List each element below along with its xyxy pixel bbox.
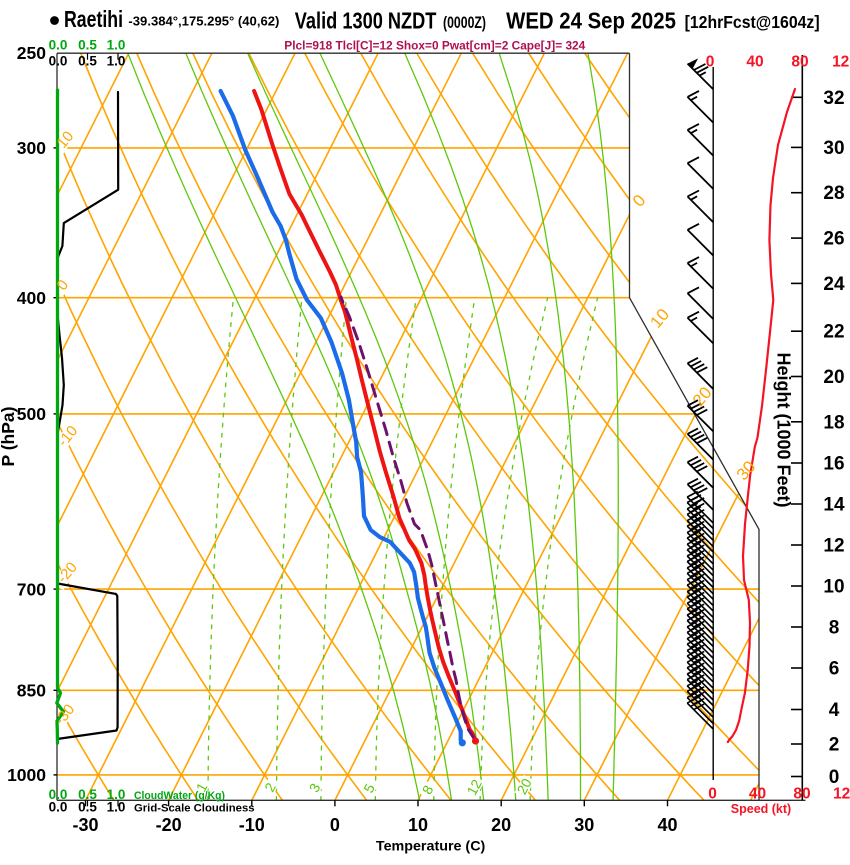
svg-text:32: 32	[823, 88, 844, 109]
svg-text:6: 6	[829, 659, 840, 680]
svg-text:0: 0	[708, 786, 717, 803]
svg-text:28: 28	[823, 183, 844, 204]
svg-text:30: 30	[574, 815, 594, 835]
svg-text:40: 40	[657, 815, 677, 835]
svg-text:-39.384°,175.295° (40,62): -39.384°,175.295° (40,62)	[128, 14, 279, 29]
svg-text:8: 8	[829, 618, 840, 639]
svg-text:0.5: 0.5	[78, 38, 97, 53]
svg-text:300: 300	[17, 138, 46, 158]
svg-text:80: 80	[791, 54, 808, 71]
svg-text:1000: 1000	[7, 765, 46, 785]
svg-text:Valid 1300 NZDT: Valid 1300 NZDT	[295, 8, 437, 34]
svg-text:30: 30	[823, 138, 844, 159]
svg-text:-20: -20	[156, 815, 182, 835]
svg-text:0.0: 0.0	[49, 38, 68, 53]
svg-text:WED 24 Sep 2025: WED 24 Sep 2025	[506, 8, 676, 34]
svg-text:Height (1000 Feet): Height (1000 Feet)	[774, 352, 794, 507]
svg-text:(0000Z): (0000Z)	[443, 13, 486, 32]
svg-text:Temperature (C): Temperature (C)	[376, 838, 485, 854]
svg-text:10: 10	[823, 577, 844, 598]
svg-text:400: 400	[17, 288, 46, 308]
svg-text:P (hPa): P (hPa)	[0, 407, 18, 467]
svg-text:-10: -10	[239, 815, 265, 835]
svg-text:80: 80	[793, 786, 810, 803]
svg-text:250: 250	[17, 43, 46, 63]
svg-text:40: 40	[749, 786, 766, 803]
svg-text:Grid-Scale Cloudiness: Grid-Scale Cloudiness	[134, 803, 255, 815]
svg-text:16: 16	[823, 454, 844, 475]
svg-text:18: 18	[823, 412, 844, 433]
svg-text:120: 120	[832, 54, 850, 71]
svg-text:0.0: 0.0	[49, 54, 68, 69]
svg-text:-30: -30	[72, 815, 98, 835]
svg-text:500: 500	[17, 404, 46, 424]
svg-text:120: 120	[833, 786, 850, 803]
svg-text:850: 850	[17, 681, 46, 701]
svg-text:14: 14	[823, 495, 845, 516]
svg-text:700: 700	[17, 579, 46, 599]
svg-text:0.5: 0.5	[78, 54, 97, 69]
svg-text:CloudWater (g/Kg): CloudWater (g/Kg)	[134, 790, 225, 802]
svg-text:26: 26	[823, 229, 844, 250]
svg-text:4: 4	[829, 700, 840, 721]
svg-text:24: 24	[823, 274, 845, 295]
svg-text:[12hrFcst@1604z]: [12hrFcst@1604z]	[685, 12, 820, 32]
svg-text:0: 0	[330, 815, 340, 835]
svg-text:1.0: 1.0	[107, 54, 126, 69]
svg-text:0.0: 0.0	[49, 800, 68, 815]
svg-text:20: 20	[823, 367, 844, 388]
svg-text:Raetihi: Raetihi	[64, 6, 123, 32]
svg-text:22: 22	[823, 322, 844, 343]
svg-text:Speed (kt): Speed (kt)	[731, 802, 791, 816]
svg-text:40: 40	[746, 54, 763, 71]
svg-text:1.0: 1.0	[107, 800, 126, 815]
svg-text:0: 0	[706, 54, 715, 71]
svg-text:0.5: 0.5	[78, 800, 97, 815]
svg-text:1.0: 1.0	[107, 38, 126, 53]
svg-text:12: 12	[823, 536, 844, 557]
svg-text:2: 2	[829, 735, 840, 756]
svg-text:10: 10	[408, 815, 428, 835]
svg-text:Plcl=918 Tlcl[C]=12 Shox=0 Pwa: Plcl=918 Tlcl[C]=12 Shox=0 Pwat[cm]=2 Ca…	[284, 39, 585, 53]
svg-text:20: 20	[491, 815, 511, 835]
